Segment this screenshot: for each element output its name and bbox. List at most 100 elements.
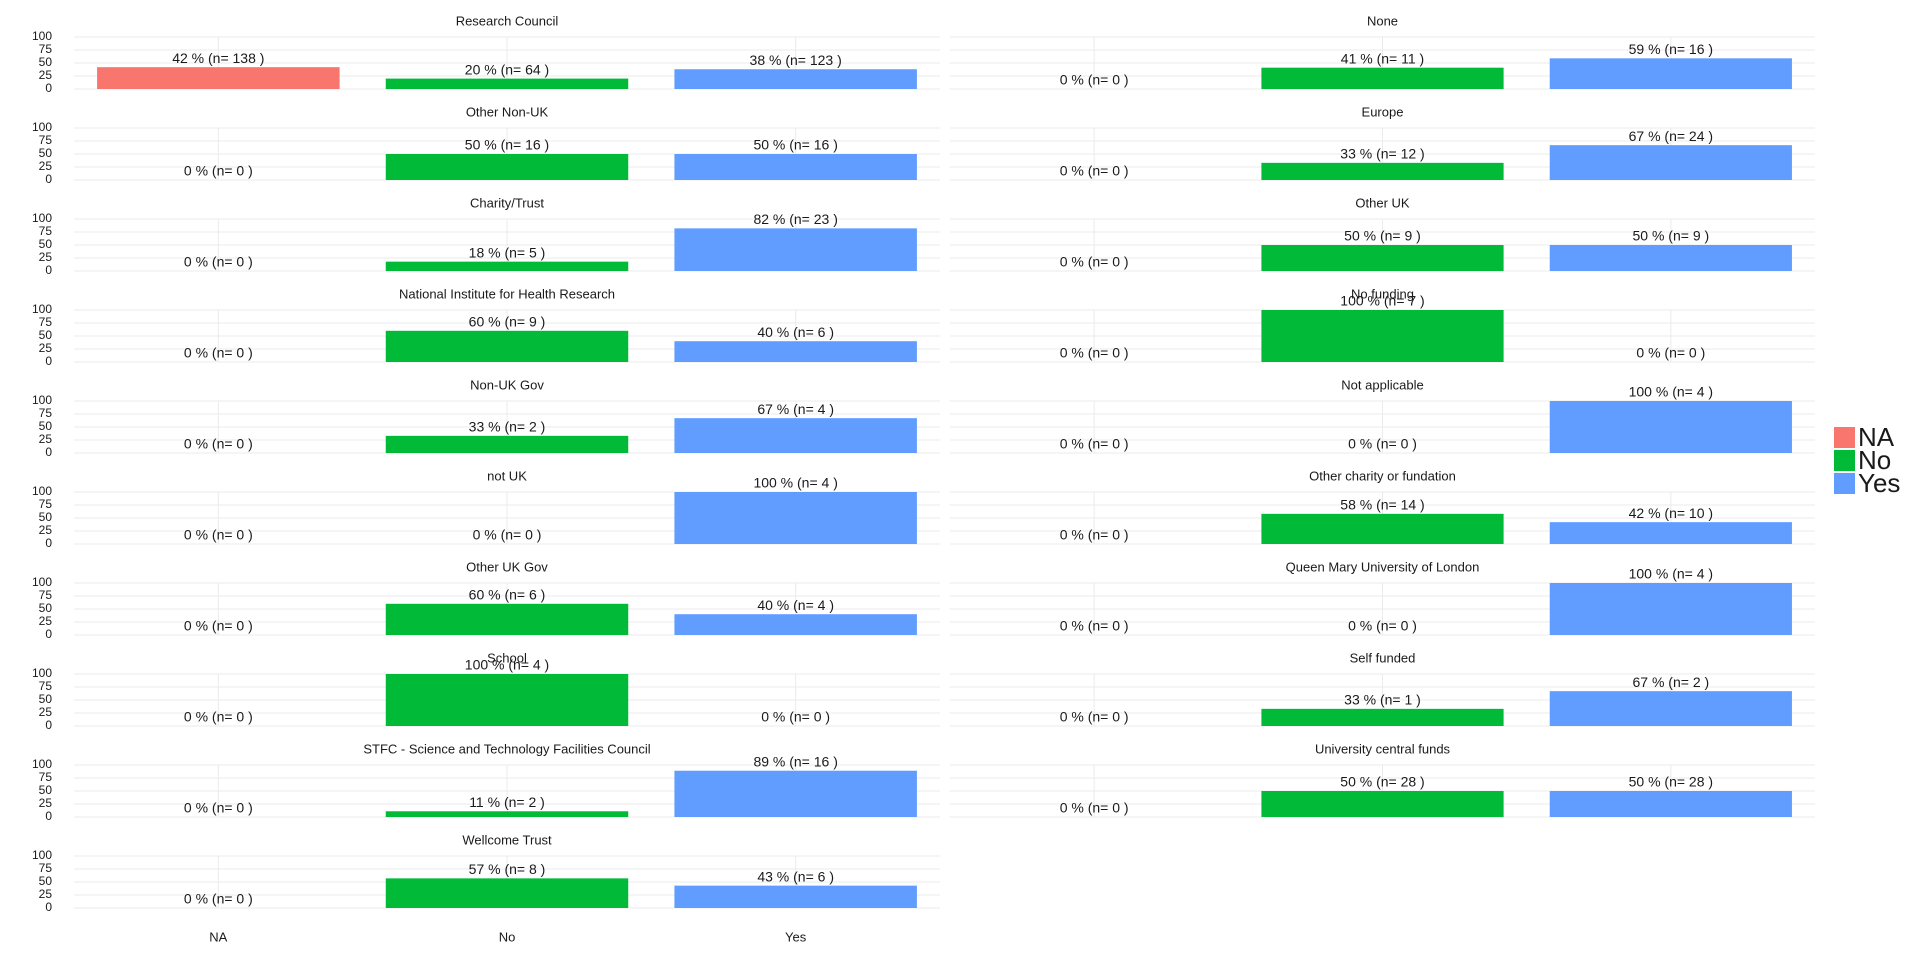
y-tick-label: 100: [32, 575, 52, 589]
value-label: 0 % (n= 0 ): [473, 527, 542, 543]
panel-title: Not applicable: [1341, 377, 1423, 392]
panel-title: No funding: [1351, 286, 1414, 301]
bar: [674, 69, 917, 89]
value-label: 0 % (n= 0 ): [184, 527, 253, 543]
y-tick-label: 50: [39, 874, 53, 888]
y-tick-label: 0: [45, 536, 52, 550]
value-label: 0 % (n= 0 ): [1060, 709, 1129, 725]
value-label: 58 % (n= 14 ): [1340, 497, 1424, 513]
bar: [1549, 245, 1792, 271]
panel-title: Non-UK Gov: [470, 377, 544, 392]
value-label: 0 % (n= 0 ): [184, 800, 253, 816]
bar: [1261, 310, 1504, 362]
value-label: 67 % (n= 2 ): [1633, 674, 1710, 690]
value-label: 40 % (n= 4 ): [757, 597, 834, 613]
value-label: 41 % (n= 11 ): [1341, 50, 1424, 66]
y-tick-label: 50: [39, 146, 53, 160]
bar: [1549, 691, 1792, 726]
bar: [1261, 708, 1504, 726]
y-tick-label: 100: [32, 120, 52, 134]
value-label: 0 % (n= 0 ): [184, 618, 253, 634]
bar: [674, 418, 917, 453]
panel-title: None: [1367, 13, 1398, 28]
panel-title: Wellcome Trust: [462, 832, 552, 847]
value-label: 0 % (n= 0 ): [1636, 345, 1705, 361]
y-tick-label: 0: [45, 627, 52, 641]
bar: [674, 154, 917, 180]
value-label: 0 % (n= 0 ): [184, 345, 253, 361]
bar: [1261, 513, 1504, 544]
y-tick-label: 75: [39, 42, 53, 56]
panel-title: Research Council: [456, 13, 559, 28]
y-tick-label: 25: [39, 796, 53, 810]
value-label: 18 % (n= 5 ): [469, 244, 546, 260]
y-tick-label: 75: [39, 588, 53, 602]
y-tick-label: 0: [45, 263, 52, 277]
y-tick-label: 75: [39, 315, 53, 329]
panel-title: Other UK Gov: [466, 559, 548, 574]
y-tick-label: 75: [39, 133, 53, 147]
bar: [1549, 401, 1792, 453]
bar: [1549, 145, 1792, 180]
y-tick-label: 0: [45, 445, 52, 459]
bar: [1261, 162, 1504, 180]
value-label: 43 % (n= 6 ): [757, 868, 834, 884]
y-tick-label: 100: [32, 848, 52, 862]
value-label: 0 % (n= 0 ): [1060, 72, 1129, 88]
y-tick-label: 50: [39, 55, 53, 69]
y-tick-label: 25: [39, 614, 53, 628]
panel-title: Queen Mary University of London: [1286, 559, 1480, 574]
y-tick-label: 75: [39, 497, 53, 511]
y-tick-label: 100: [32, 29, 52, 43]
y-tick-label: 100: [32, 211, 52, 225]
y-tick-label: 50: [39, 783, 53, 797]
value-label: 60 % (n= 6 ): [469, 587, 546, 603]
y-tick-label: 75: [39, 861, 53, 875]
value-label: 0 % (n= 0 ): [1348, 436, 1417, 452]
value-label: 82 % (n= 23 ): [753, 211, 837, 227]
legend-swatch: [1834, 450, 1855, 471]
bar: [1549, 522, 1792, 544]
panel-title: Other UK: [1355, 195, 1410, 210]
value-label: 11 % (n= 2 ): [469, 794, 545, 810]
y-tick-label: 25: [39, 68, 53, 82]
y-tick-label: 75: [39, 679, 53, 693]
value-label: 0 % (n= 0 ): [184, 436, 253, 452]
bar: [674, 770, 917, 817]
panel-title: Self funded: [1350, 650, 1416, 665]
value-label: 42 % (n= 138 ): [172, 50, 264, 66]
value-label: 0 % (n= 0 ): [761, 709, 830, 725]
value-label: 100 % (n= 4 ): [753, 475, 837, 491]
value-label: 0 % (n= 0 ): [184, 254, 253, 270]
bar: [1549, 583, 1792, 635]
panel-title: University central funds: [1315, 741, 1451, 756]
bar: [385, 154, 629, 180]
value-label: 67 % (n= 24 ): [1629, 128, 1713, 144]
y-tick-label: 0: [45, 900, 52, 914]
panel-title: not UK: [487, 468, 527, 483]
y-tick-label: 50: [39, 328, 53, 342]
value-label: 100 % (n= 7 ): [1340, 293, 1424, 309]
y-tick-label: 100: [32, 666, 52, 680]
bar: [385, 78, 629, 89]
value-label: 50 % (n= 16 ): [753, 137, 837, 153]
value-label: 59 % (n= 16 ): [1629, 41, 1713, 57]
legend-label: No: [1858, 445, 1891, 475]
y-tick-label: 75: [39, 224, 53, 238]
value-label: 0 % (n= 0 ): [1060, 254, 1129, 270]
legend-swatch: [1834, 427, 1855, 448]
legend-swatch: [1834, 473, 1855, 494]
bar: [1261, 791, 1504, 817]
y-tick-label: 100: [32, 393, 52, 407]
value-label: 0 % (n= 0 ): [1060, 618, 1129, 634]
x-tick-label: Yes: [785, 929, 807, 944]
value-label: 20 % (n= 64 ): [465, 61, 549, 77]
bar: [674, 228, 917, 271]
y-tick-label: 50: [39, 601, 53, 615]
panel-title: Charity/Trust: [470, 195, 544, 210]
value-label: 57 % (n= 8 ): [469, 861, 546, 877]
value-label: 50 % (n= 9 ): [1633, 228, 1710, 244]
bar: [1549, 58, 1792, 89]
y-tick-label: 50: [39, 692, 53, 706]
